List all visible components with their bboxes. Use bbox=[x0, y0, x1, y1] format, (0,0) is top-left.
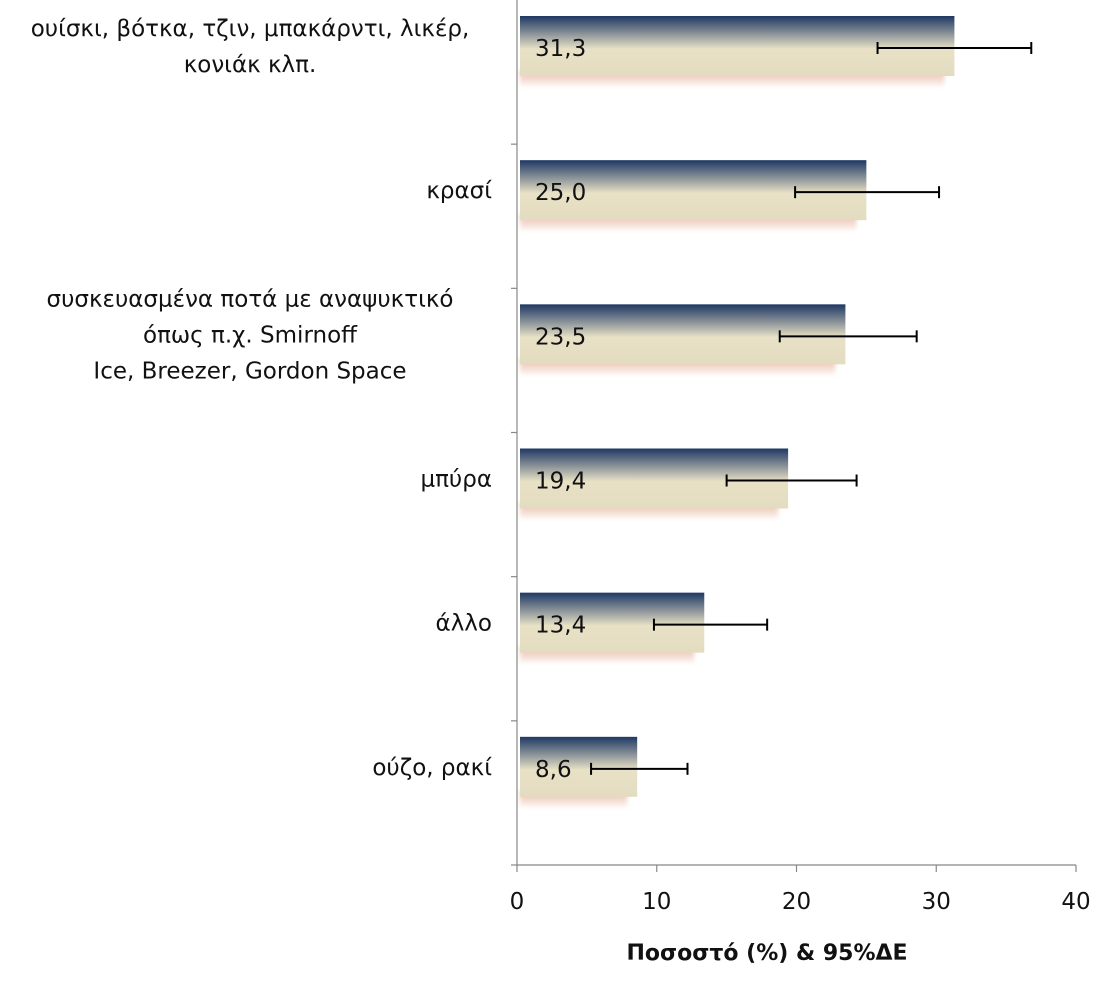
value-label: 31,3 bbox=[535, 36, 586, 62]
error-bar bbox=[652, 618, 769, 631]
bar bbox=[520, 160, 867, 221]
value-label: 23,5 bbox=[535, 324, 586, 350]
error-bar bbox=[725, 474, 858, 487]
category-label: κρασί bbox=[426, 178, 492, 204]
bar bbox=[520, 736, 638, 797]
category-label: ουίσκι, βότκα, τζιν, μπακάρντι, λικέρ, κο… bbox=[31, 16, 470, 78]
error-bar bbox=[778, 330, 918, 343]
category-label: άλλο bbox=[436, 611, 492, 637]
error-bar bbox=[794, 186, 941, 199]
value-label: 19,4 bbox=[535, 469, 586, 495]
value-label: 8,6 bbox=[535, 757, 572, 783]
bars bbox=[520, 16, 955, 797]
x-tick-labels: 0 10 20 30 40 bbox=[510, 889, 1091, 915]
bar bbox=[520, 16, 955, 76]
bar bbox=[520, 304, 846, 365]
bar bbox=[520, 592, 705, 653]
category-label: συσκευασμένα ποτά με αναψυκτικό όπως π.χ.… bbox=[47, 286, 454, 384]
category-label: ούζο, ρακί bbox=[372, 755, 492, 781]
bar bbox=[520, 448, 789, 509]
x-tick-label: 10 bbox=[642, 889, 671, 915]
x-tick-label: 40 bbox=[1061, 889, 1090, 915]
error-bar bbox=[590, 762, 689, 775]
category-labels: ουίσκι, βότκα, τζιν, μπακάρντι, λικέρ, κο… bbox=[31, 16, 493, 781]
value-label: 13,4 bbox=[535, 613, 586, 639]
value-label: 25,0 bbox=[535, 180, 586, 206]
axes bbox=[511, 0, 1077, 872]
category-label: μπύρα bbox=[420, 467, 492, 493]
x-axis-title: Ποσοστό (%) & 95%ΔΕ bbox=[626, 941, 907, 966]
x-tick-label: 0 bbox=[510, 889, 525, 915]
x-tick-label: 20 bbox=[782, 889, 811, 915]
error-bar bbox=[876, 42, 1033, 54]
x-tick-label: 30 bbox=[922, 889, 951, 915]
error-bars bbox=[590, 42, 1033, 775]
value-labels: 31,3 25,0 23,5 19,4 13,4 8,6 bbox=[535, 36, 586, 783]
